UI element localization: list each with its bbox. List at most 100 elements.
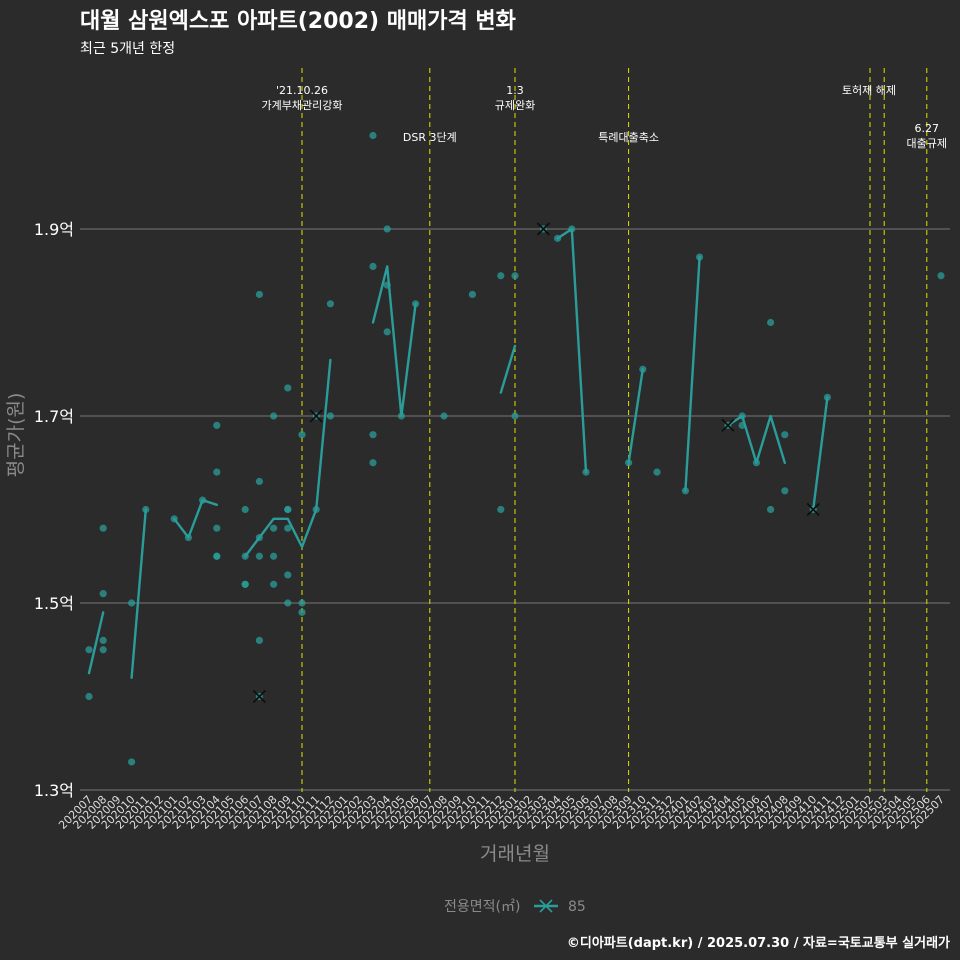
highlight-marks <box>252 222 820 704</box>
data-point <box>369 131 377 140</box>
data-point <box>241 580 249 588</box>
data-point <box>270 580 278 588</box>
series-line-segment <box>499 344 517 394</box>
chart-title: 대월 삼원엑스포 아파트(2002) 매매가격 변화 <box>80 9 516 34</box>
data-point <box>696 253 704 261</box>
data-point <box>312 505 320 514</box>
data-point <box>823 393 832 401</box>
series-line-segment <box>371 265 417 418</box>
data-point <box>270 524 278 532</box>
data-point <box>241 552 249 560</box>
data-point <box>99 646 107 654</box>
data-point <box>270 412 278 420</box>
y-tick-label: 1.7억 <box>34 407 74 426</box>
legend-x-icon <box>539 899 553 913</box>
data-points <box>85 131 945 766</box>
data-point <box>752 459 761 467</box>
data-point <box>511 412 519 420</box>
data-point <box>497 505 505 514</box>
data-point <box>738 421 746 429</box>
data-point <box>738 412 746 420</box>
data-point <box>781 431 789 439</box>
data-point <box>128 599 136 607</box>
data-point <box>213 524 221 532</box>
data-point <box>284 599 292 607</box>
y-tick-labels: 1.3억 1.5억 1.7억 1.9억 <box>34 220 74 800</box>
series-line-segment <box>684 255 701 492</box>
data-point <box>440 412 448 420</box>
series-line-segment <box>172 498 219 539</box>
data-point <box>255 533 263 542</box>
data-point <box>625 459 633 467</box>
data-point <box>199 496 207 504</box>
data-point <box>284 505 292 514</box>
highlight-x-mark <box>309 409 323 423</box>
data-point <box>781 487 789 495</box>
data-point <box>255 636 263 645</box>
data-point <box>412 300 420 308</box>
data-point <box>554 234 562 242</box>
chart-caption: ©디아파트(dapt.kr) / 2025.07.30 / 자료=국토교통부 실… <box>567 935 950 951</box>
data-point <box>170 515 178 523</box>
y-tick-label: 1.5억 <box>34 594 74 613</box>
data-point <box>653 468 661 476</box>
data-point <box>284 524 292 532</box>
data-point <box>284 571 292 579</box>
data-point <box>241 505 249 514</box>
data-point <box>255 552 263 560</box>
series-line-segment <box>627 368 644 464</box>
highlight-x-mark <box>536 222 550 236</box>
data-point <box>767 318 775 327</box>
data-point <box>497 272 505 280</box>
legend-label: 85 <box>568 899 586 915</box>
y-tick-label: 1.9억 <box>34 220 74 239</box>
data-point <box>511 272 519 280</box>
data-point <box>326 412 334 420</box>
data-point <box>639 365 647 373</box>
data-point <box>568 225 576 233</box>
data-point <box>767 505 775 514</box>
x-tick-labels: 2020072020082020092020102020112020122021… <box>56 793 947 832</box>
data-point <box>270 552 278 560</box>
data-point <box>184 533 192 542</box>
data-point <box>213 421 221 429</box>
data-point <box>383 328 391 336</box>
data-point <box>397 412 405 420</box>
data-point <box>99 524 107 532</box>
data-point <box>582 468 590 476</box>
y-tick-label: 1.3억 <box>34 781 74 800</box>
legend-title: 전용면적(㎡) <box>444 899 520 915</box>
data-point <box>99 590 107 598</box>
legend: 전용면적(㎡) 85 <box>444 899 586 915</box>
highlight-x-mark <box>806 502 820 517</box>
data-point <box>85 646 93 654</box>
event-annotation: 대출규제 <box>907 137 947 150</box>
data-point <box>326 300 334 308</box>
data-point <box>284 384 292 392</box>
event-annotation: 특례대출축소 <box>598 131 659 144</box>
data-point <box>937 272 945 280</box>
data-point <box>383 281 391 289</box>
data-point <box>298 431 306 439</box>
highlight-x-mark <box>721 418 735 432</box>
y-axis-label: 평균가(원) <box>5 393 27 478</box>
data-point <box>128 758 136 766</box>
event-annotation: 1.3 <box>506 84 524 97</box>
data-point <box>681 487 690 495</box>
data-point <box>298 608 306 616</box>
series-line-segment <box>812 396 829 511</box>
event-annotation: 토허제 해제 <box>842 83 896 97</box>
data-point <box>142 505 150 514</box>
event-annotation: DSR 3단계 <box>403 131 457 144</box>
series-line-segment <box>87 611 105 675</box>
data-point <box>255 290 263 299</box>
data-point <box>213 468 221 476</box>
data-point <box>468 290 476 299</box>
data-point <box>298 599 306 607</box>
chart-subtitle: 최근 5개년 한정 <box>80 41 175 57</box>
event-annotation: 가계부채관리강화 <box>262 99 343 112</box>
data-point <box>383 225 391 233</box>
